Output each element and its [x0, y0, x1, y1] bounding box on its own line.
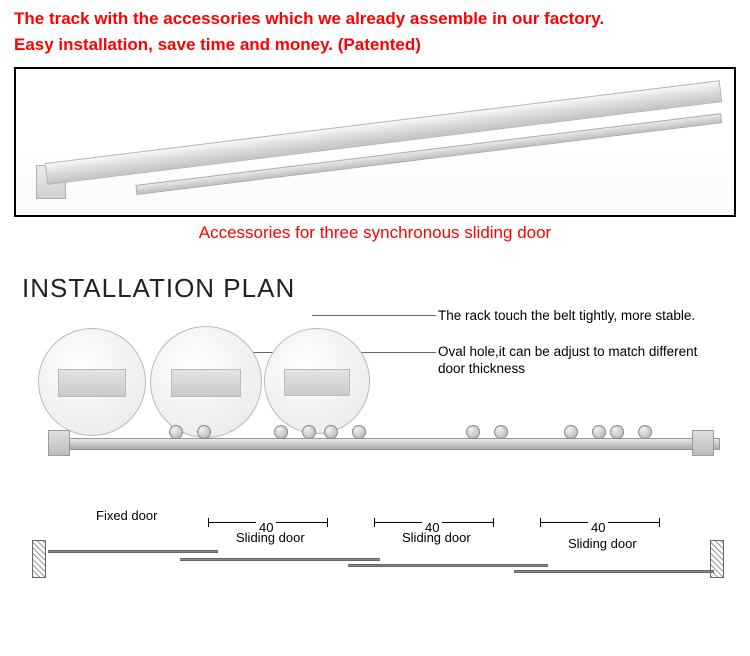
- roller-assembly-3: [320, 425, 370, 439]
- door-line-1: [48, 550, 218, 553]
- product-caption: Accessories for three synchronous slidin…: [0, 223, 750, 243]
- wall-left: [32, 540, 46, 578]
- sliding-door-label-2: Sliding door: [402, 530, 471, 545]
- track-end-left: [48, 430, 70, 456]
- annotation-oval-hole: Oval hole,it can be adjust to match diff…: [438, 344, 728, 378]
- door-line-2: [180, 558, 380, 561]
- annotation-oval-line2: door thickness: [438, 361, 525, 376]
- roller-assembly-5: [560, 425, 610, 439]
- door-plan-schematic: 404040 Fixed doorSliding doorSliding doo…: [30, 508, 730, 586]
- detail-circle-2: [150, 326, 262, 438]
- header-text: The track with the accessories which we …: [0, 0, 750, 61]
- installation-diagram: The rack touch the belt tightly, more st…: [0, 308, 750, 498]
- section-title: INSTALLATION PLAN: [22, 273, 750, 304]
- detail-circle-1: [38, 328, 146, 436]
- door-line-3: [348, 564, 548, 567]
- annotation-oval-line1: Oval hole,it can be adjust to match diff…: [438, 344, 697, 359]
- sliding-door-label-1: Sliding door: [236, 530, 305, 545]
- roller-assembly-6: [606, 425, 656, 439]
- product-image-box: [14, 67, 736, 217]
- track-rail: [55, 438, 720, 450]
- dimension-line-1: 40: [208, 522, 328, 523]
- annotation-rack-belt: The rack touch the belt tightly, more st…: [438, 308, 695, 325]
- dimension-line-3: 40: [540, 522, 660, 523]
- sliding-door-label-3: Sliding door: [568, 536, 637, 551]
- track-end-right: [692, 430, 714, 456]
- header-line-2: Easy installation, save time and money. …: [14, 32, 736, 58]
- roller-assembly-1: [165, 425, 215, 439]
- header-line-1: The track with the accessories which we …: [14, 6, 736, 32]
- fixed-door-label: Fixed door: [96, 508, 157, 523]
- door-line-4: [514, 570, 714, 573]
- roller-assembly-2: [270, 425, 320, 439]
- dimension-value-3: 40: [588, 520, 608, 535]
- dimension-line-2: 40: [374, 522, 494, 523]
- roller-assembly-4: [462, 425, 512, 439]
- leader-line-1: [312, 315, 436, 316]
- detail-circle-3: [264, 328, 370, 434]
